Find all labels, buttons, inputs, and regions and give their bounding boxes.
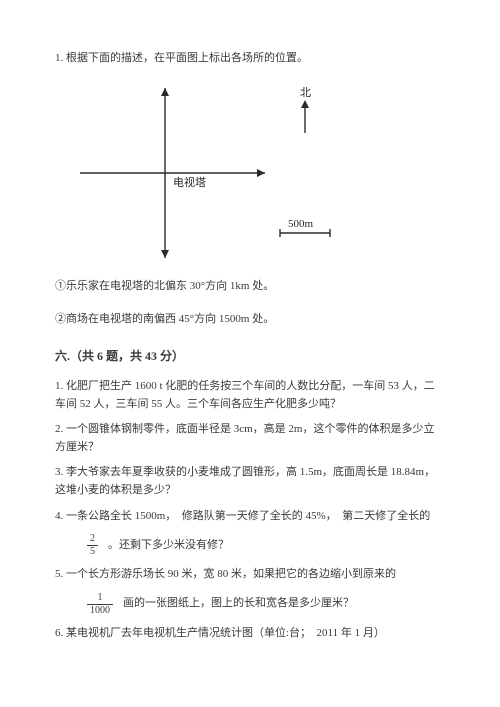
- h-arrow: [257, 169, 265, 177]
- frac-den: 1000: [87, 605, 113, 617]
- sub-q2: ②商场在电视塔的南偏西 45°方向 1500m 处。: [55, 311, 445, 329]
- s6-q5-line2: 1 1000 画的一张图纸上，图上的长和宽各是多少厘米？: [83, 592, 445, 617]
- s6-q5-tail: 画的一张图纸上，图上的长和宽各是多少厘米？: [123, 595, 354, 613]
- s6-q4-tail: 。还剩下多少米没有修？: [108, 537, 229, 555]
- center-label: 电视塔: [173, 175, 206, 189]
- frac-2-5: 2 5: [87, 533, 98, 558]
- s6-q6: 6. 某电视机厂去年电视机生产情况统计图（单位:台； 2011 年 1 月）: [55, 625, 445, 643]
- s6-q3: 3. 李大爷家去年夏季收获的小麦堆成了圆锥形，高 1.5m，底面周长是 18.8…: [55, 464, 445, 499]
- s6-q4-line2: 2 5 。还剩下多少米没有修？: [83, 533, 445, 558]
- north-label: 北: [300, 86, 311, 99]
- section-6-title: 六.（共 6 题，共 43 分）: [55, 347, 445, 366]
- s6-q1: 1. 化肥厂把生产 1600 t 化肥的任务按三个车间的人数比分配，一车间 53…: [55, 378, 445, 413]
- frac-num: 1: [87, 592, 113, 605]
- v-arrow-up: [161, 88, 169, 96]
- v-arrow-down: [161, 250, 169, 258]
- question-1: 1. 根据下面的描述，在平面图上标出各场所的位置。: [55, 50, 445, 68]
- sub-q1: ①乐乐家在电视塔的北偏东 30°方向 1km 处。: [55, 278, 445, 296]
- frac-den: 5: [87, 546, 98, 558]
- scale-label: 500m: [288, 218, 314, 230]
- coord-svg: 电视塔 北 500m: [75, 78, 355, 268]
- s6-q2: 2. 一个圆锥体钢制零件，底面半径是 3cm，高是 2m，这个零件的体积是多少立…: [55, 421, 445, 456]
- frac-num: 2: [87, 533, 98, 546]
- coord-diagram: 电视塔 北 500m: [75, 78, 355, 268]
- north-arrow: [301, 100, 309, 108]
- s6-q4-line1: 4. 一条公路全长 1500m， 修路队第一天修了全长的 45%， 第二天修了全…: [55, 508, 445, 526]
- frac-1-1000: 1 1000: [87, 592, 113, 617]
- s6-q5-line1: 5. 一个长方形游乐场长 90 米，宽 80 米，如果把它的各边缩小到原来的: [55, 566, 445, 584]
